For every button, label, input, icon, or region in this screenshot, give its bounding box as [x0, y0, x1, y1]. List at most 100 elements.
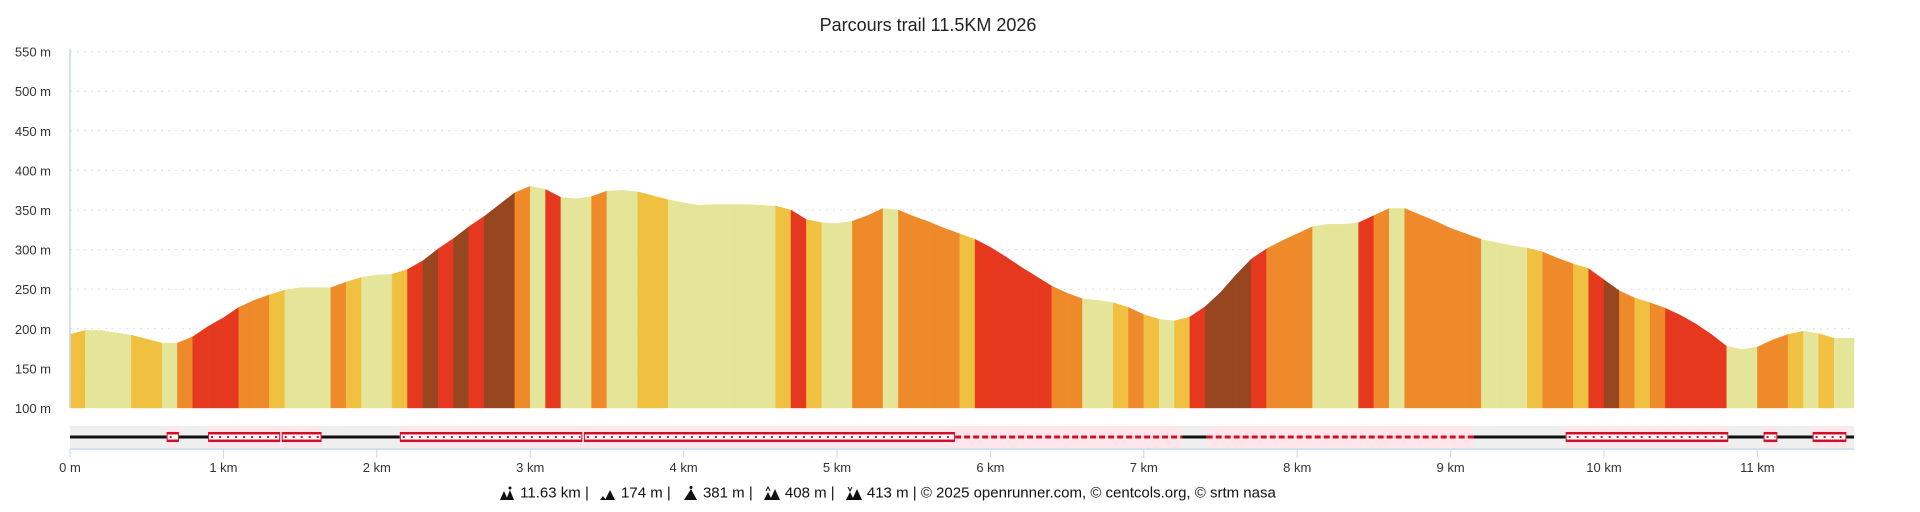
- profile-segment: [1235, 258, 1252, 409]
- profile-segment: [85, 330, 101, 409]
- profile-segment: [361, 274, 377, 409]
- surface-track-bar[interactable]: [70, 426, 1855, 448]
- profile-segment: [1419, 214, 1436, 409]
- profile-segment: [177, 336, 193, 409]
- profile-segment: [1665, 307, 1681, 409]
- profile-segment: [284, 287, 301, 409]
- profile-segment: [1020, 266, 1037, 409]
- separator: |: [830, 484, 835, 502]
- profile-segment: [376, 273, 393, 409]
- profile-segment: [1711, 333, 1727, 409]
- profile-segment: [1404, 208, 1421, 409]
- ascent-icon: [763, 486, 780, 501]
- x-tick-label: 11 km: [1740, 460, 1774, 475]
- profile-segment: [100, 330, 117, 409]
- profile-segment: [1312, 224, 1329, 409]
- profile-segment: [1373, 208, 1390, 409]
- profile-segment: [1726, 345, 1743, 409]
- profile-segment: [1389, 208, 1405, 409]
- profile-segment: [1189, 306, 1206, 409]
- chart-title: Parcours trail 11.5KM 2026: [820, 15, 1037, 35]
- profile-segment: [1741, 346, 1758, 409]
- profile-segment: [1005, 256, 1022, 409]
- profile-segment: [530, 185, 546, 409]
- profile-segment: [1266, 240, 1283, 409]
- profile-segment: [1327, 224, 1344, 409]
- separator: |: [584, 484, 589, 502]
- profile-segment: [131, 334, 147, 409]
- x-tick-label: 7 km: [1130, 460, 1158, 475]
- track-highlight: [1206, 426, 1474, 448]
- x-tick-label: 9 km: [1437, 460, 1465, 475]
- footer-descent: 413 m: [866, 484, 909, 502]
- y-tick-label: 550 m: [15, 45, 51, 60]
- x-tick-label: 5 km: [823, 460, 851, 475]
- profile-segment: [928, 221, 945, 409]
- profile-segment: [1296, 226, 1313, 409]
- x-tick-label: 8 km: [1283, 460, 1311, 475]
- profile-segment: [1220, 274, 1237, 409]
- profile-segment: [1481, 239, 1497, 409]
- profile-segment: [1573, 263, 1589, 409]
- profile-segment: [990, 246, 1006, 409]
- footer-stats: 11.63 km | 174 m | 381 m | 408 m | 413 m…: [0, 484, 1768, 502]
- profile-segment: [437, 238, 454, 409]
- separator: |: [912, 484, 917, 502]
- profile-segment: [1082, 298, 1098, 409]
- profile-segment: [1450, 227, 1467, 409]
- profile-segment: [545, 189, 562, 409]
- profile-segment: [1695, 323, 1712, 409]
- profile-segment: [1649, 302, 1666, 409]
- profile-segment: [483, 204, 500, 409]
- profile-segment: [1174, 316, 1191, 409]
- x-tick-label: 0 m: [59, 460, 81, 475]
- profile-segment: [1204, 291, 1221, 409]
- profile-segment: [1527, 247, 1543, 409]
- profile-segment: [1772, 334, 1789, 409]
- profile-segment: [867, 208, 884, 409]
- profile-segment: [1619, 290, 1635, 409]
- profile-segment: [207, 317, 224, 409]
- min-elevation-icon: [600, 490, 616, 501]
- y-tick-label: 250 m: [15, 282, 51, 297]
- profile-segment: [238, 299, 255, 409]
- profile-segment: [146, 338, 163, 409]
- profile-segment: [115, 332, 132, 409]
- profile-segment: [637, 191, 654, 409]
- y-tick-label: 150 m: [15, 361, 51, 376]
- profile-segment: [1803, 330, 1819, 409]
- y-tick-label: 400 m: [15, 163, 51, 178]
- profile-segment: [1097, 300, 1114, 409]
- elevation-area[interactable]: [69, 185, 1855, 409]
- profile-segment: [315, 287, 331, 409]
- profile-segment: [299, 287, 316, 409]
- profile-segment: [1051, 285, 1068, 409]
- y-tick-label: 350 m: [15, 203, 51, 218]
- profile-segment: [1435, 220, 1451, 409]
- distance-icon: [500, 486, 515, 501]
- profile-segment: [591, 190, 608, 409]
- profile-segment: [1112, 302, 1129, 409]
- x-tick-label: 3 km: [516, 460, 544, 475]
- profile-segment: [1358, 215, 1375, 409]
- profile-segment: [760, 205, 776, 409]
- y-axis-labels: 100 m 150 m 200 m 250 m 300 m 350 m 400 m 450 m…: [15, 45, 51, 416]
- separator: |: [748, 484, 753, 502]
- profile-segment: [1128, 307, 1145, 409]
- y-tick-label: 450 m: [15, 124, 51, 139]
- profile-segment: [407, 260, 424, 409]
- x-tick-label: 2 km: [363, 460, 391, 475]
- profile-segment: [1158, 319, 1175, 409]
- x-tick-label: 6 km: [976, 460, 1004, 475]
- footer-ascent: 408 m: [784, 484, 827, 502]
- profile-segment: [1143, 314, 1160, 409]
- profile-segment: [1634, 297, 1651, 409]
- profile-segment: [1281, 233, 1298, 409]
- profile-segment: [1833, 338, 1855, 409]
- descent-icon: [845, 486, 862, 501]
- footer-credits: © 2025 openrunner.com, © centcols.org, ©…: [920, 484, 1276, 502]
- profile-segment: [959, 233, 976, 409]
- profile-segment: [622, 189, 638, 409]
- profile-segment: [499, 192, 516, 409]
- profile-segment: [821, 222, 838, 409]
